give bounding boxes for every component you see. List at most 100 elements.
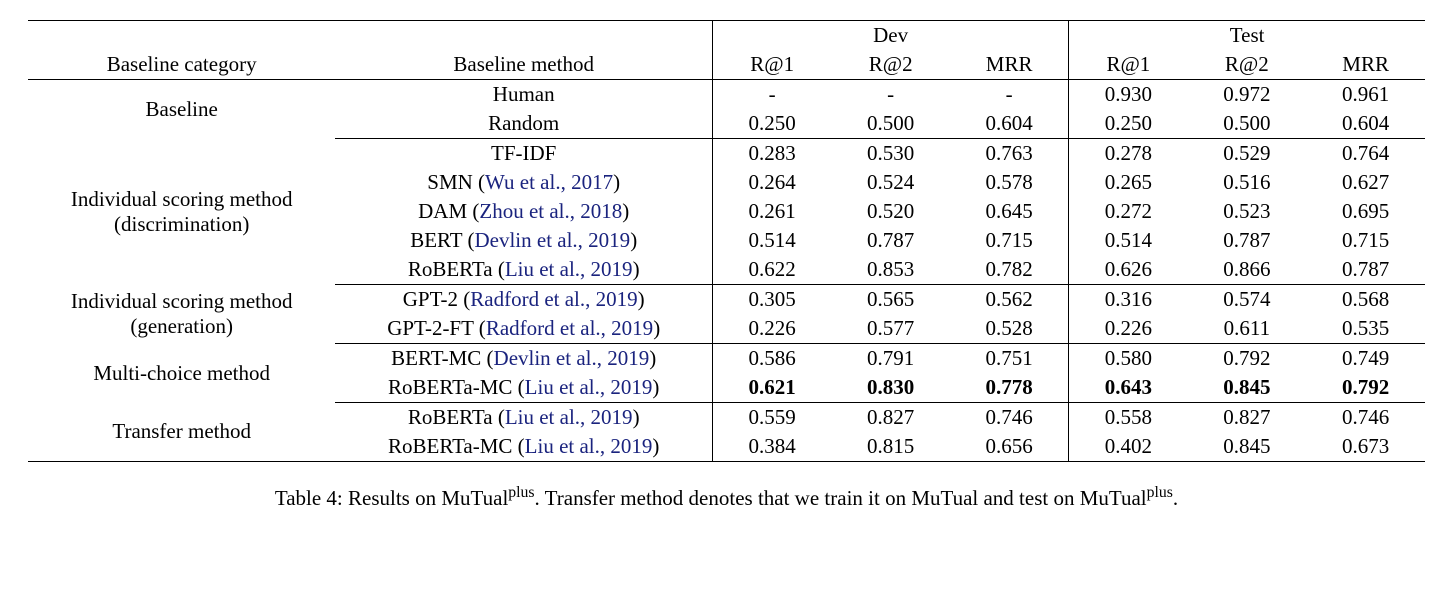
header-dev-r1: R@1 — [713, 50, 832, 80]
cell: 0.715 — [1306, 226, 1425, 255]
cell: 0.787 — [831, 226, 950, 255]
method-dam: DAM (Zhou et al., 2018) — [335, 197, 712, 226]
cell: 0.529 — [1187, 139, 1306, 169]
citation: Radford et al., 2019 — [486, 316, 653, 340]
cell: 0.516 — [1187, 168, 1306, 197]
table-row: Individual scoring method (discriminatio… — [28, 139, 1425, 169]
cell: 0.520 — [831, 197, 950, 226]
cell: 0.402 — [1069, 432, 1188, 462]
cell: 0.559 — [713, 403, 832, 433]
cell: 0.792 — [1306, 373, 1425, 403]
cell: 0.514 — [713, 226, 832, 255]
method-bertmc: BERT-MC (Devlin et al., 2019) — [335, 344, 712, 374]
cell: 0.568 — [1306, 285, 1425, 315]
cell: 0.782 — [950, 255, 1069, 285]
cell: 0.643 — [1069, 373, 1188, 403]
cell: 0.316 — [1069, 285, 1188, 315]
cell: 0.577 — [831, 314, 950, 344]
cell: 0.626 — [1069, 255, 1188, 285]
cell: 0.645 — [950, 197, 1069, 226]
cell: 0.778 — [950, 373, 1069, 403]
cell: 0.972 — [1187, 80, 1306, 110]
group-sublabel: (discrimination) — [114, 212, 249, 236]
cell: 0.562 — [950, 285, 1069, 315]
results-table: Dev Test Baseline category Baseline meth… — [28, 20, 1425, 462]
table-caption: Table 4: Results on MuTualplus. Transfer… — [28, 484, 1425, 511]
cell: 0.604 — [1306, 109, 1425, 139]
table-header: Baseline category Baseline method R@1 R@… — [28, 50, 1425, 80]
group-isd: Individual scoring method (discriminatio… — [28, 139, 335, 285]
cell: 0.565 — [831, 285, 950, 315]
cell: 0.514 — [1069, 226, 1188, 255]
cell: 0.250 — [1069, 109, 1188, 139]
cell: 0.305 — [713, 285, 832, 315]
group-label: Baseline — [146, 97, 218, 121]
cell: - — [713, 80, 832, 110]
cell: 0.604 — [950, 109, 1069, 139]
cell: 0.578 — [950, 168, 1069, 197]
cell: 0.656 — [950, 432, 1069, 462]
cell: 0.611 — [1187, 314, 1306, 344]
cell: 0.500 — [831, 109, 950, 139]
header-dev-r2: R@2 — [831, 50, 950, 80]
method-smn: SMN (Wu et al., 2017) — [335, 168, 712, 197]
citation: Liu et al., 2019 — [525, 434, 653, 458]
cell: 0.528 — [950, 314, 1069, 344]
cell: 0.524 — [831, 168, 950, 197]
cell: 0.845 — [1187, 432, 1306, 462]
cell: 0.827 — [831, 403, 950, 433]
cell: - — [950, 80, 1069, 110]
table-row: Multi-choice method BERT-MC (Devlin et a… — [28, 344, 1425, 374]
cell: 0.622 — [713, 255, 832, 285]
header-test-mrr: MRR — [1306, 50, 1425, 80]
method-gpt2ft: GPT-2-FT (Radford et al., 2019) — [335, 314, 712, 344]
group-baseline: Baseline — [28, 80, 335, 139]
cell: 0.250 — [713, 109, 832, 139]
citation: Devlin et al., 2019 — [494, 346, 650, 370]
group-label: Transfer method — [112, 419, 251, 443]
method-random: Random — [335, 109, 712, 139]
cell: 0.961 — [1306, 80, 1425, 110]
citation: Liu et al., 2019 — [505, 257, 633, 281]
cell: 0.535 — [1306, 314, 1425, 344]
cell: 0.226 — [713, 314, 832, 344]
cell: 0.830 — [831, 373, 950, 403]
cell: 0.763 — [950, 139, 1069, 169]
method-bert: BERT (Devlin et al., 2019) — [335, 226, 712, 255]
cell: 0.930 — [1069, 80, 1188, 110]
cell: 0.673 — [1306, 432, 1425, 462]
method-human: Human — [335, 80, 712, 110]
cell: 0.746 — [950, 403, 1069, 433]
cell: 0.845 — [1187, 373, 1306, 403]
header-test-r1: R@1 — [1069, 50, 1188, 80]
citation: Wu et al., 2017 — [485, 170, 613, 194]
header-test-r2: R@2 — [1187, 50, 1306, 80]
cell: 0.715 — [950, 226, 1069, 255]
header-baseline-method: Baseline method — [335, 50, 712, 80]
cell: 0.574 — [1187, 285, 1306, 315]
cell: 0.558 — [1069, 403, 1188, 433]
method-roberta-transfer: RoBERTa (Liu et al., 2019) — [335, 403, 712, 433]
group-transfer: Transfer method — [28, 403, 335, 462]
group-isg: Individual scoring method (generation) — [28, 285, 335, 344]
cell: 0.500 — [1187, 109, 1306, 139]
cell: 0.226 — [1069, 314, 1188, 344]
cell: 0.283 — [713, 139, 832, 169]
cell: 0.580 — [1069, 344, 1188, 374]
cell: 0.751 — [950, 344, 1069, 374]
cell: 0.792 — [1187, 344, 1306, 374]
cell: 0.621 — [713, 373, 832, 403]
header-baseline-category: Baseline category — [28, 50, 335, 80]
group-label: Individual scoring method — [71, 289, 293, 313]
citation: Liu et al., 2019 — [525, 375, 653, 399]
citation: Zhou et al., 2018 — [479, 199, 622, 223]
cell: 0.866 — [1187, 255, 1306, 285]
cell: 0.264 — [713, 168, 832, 197]
citation: Devlin et al., 2019 — [474, 228, 630, 252]
method-gpt2: GPT-2 (Radford et al., 2019) — [335, 285, 712, 315]
caption-text: . Transfer method denotes that we train … — [535, 486, 1147, 510]
group-label: Multi-choice method — [93, 361, 270, 385]
caption-sup: plus — [508, 484, 534, 501]
cell: 0.764 — [1306, 139, 1425, 169]
cell: 0.272 — [1069, 197, 1188, 226]
